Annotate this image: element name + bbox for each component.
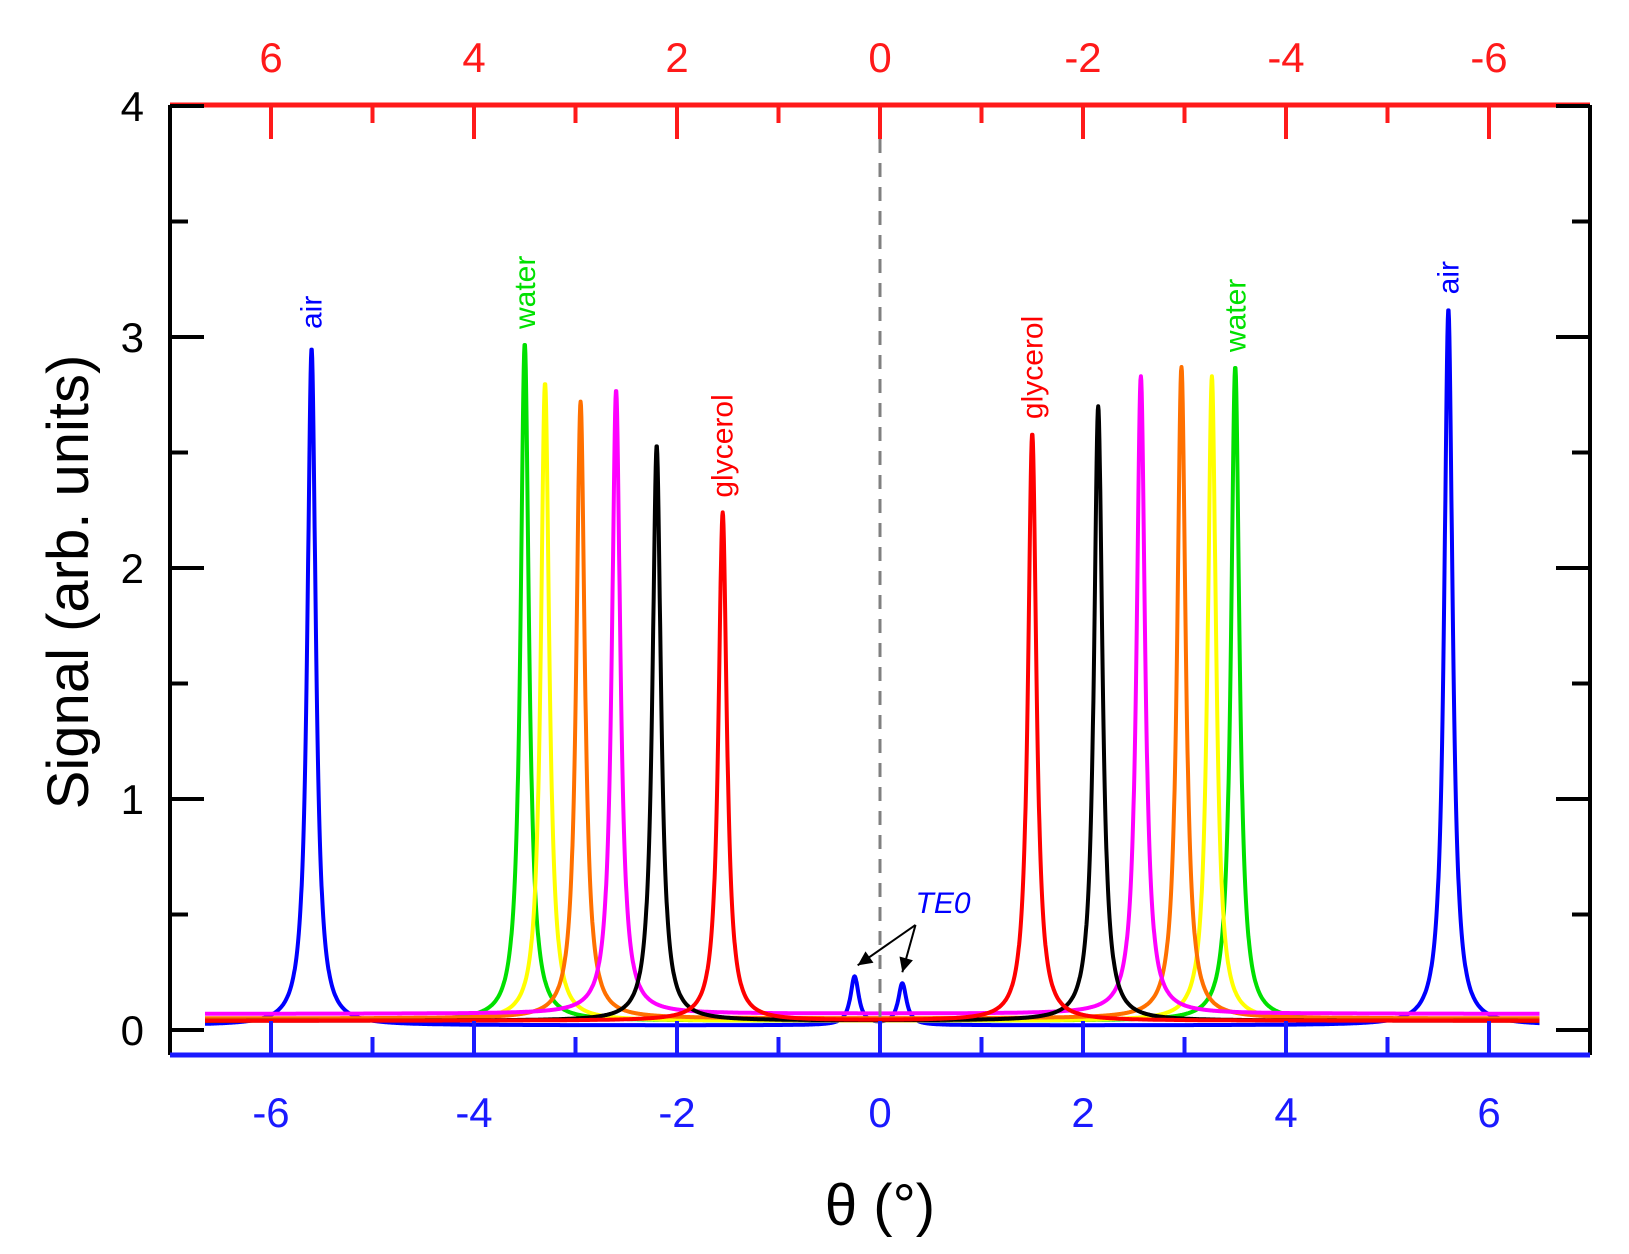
- top-tick-label: -2: [1064, 34, 1101, 81]
- tick-group: [170, 104, 1590, 1055]
- top-tick-label: 0: [868, 34, 891, 81]
- x-tick-label: 0: [868, 1089, 891, 1136]
- series-line-water: [203, 343, 1542, 1023]
- peak-label-glycerol: glycerol: [707, 394, 740, 497]
- series-line-black: [203, 404, 1542, 1023]
- x-tick-label: 6: [1477, 1089, 1500, 1136]
- te0-arrow-head: [899, 956, 913, 973]
- data-series-group: [203, 308, 1542, 1028]
- y-tick-label: 1: [121, 776, 144, 823]
- top-tick-label: 2: [665, 34, 688, 81]
- top-tick-label: 4: [462, 34, 485, 81]
- peak-label-water: water: [509, 256, 542, 330]
- series-line-orange: [203, 365, 1542, 1021]
- x-tick-label: -2: [658, 1089, 695, 1136]
- top-tick-label: -6: [1470, 34, 1507, 81]
- y-tick-label: 2: [121, 545, 144, 592]
- peak-label-glycerol: glycerol: [1016, 316, 1049, 419]
- y-axis-title: Signal (arb. units): [36, 355, 101, 810]
- y-tick-label: 0: [121, 1007, 144, 1054]
- x-tick-label: 2: [1071, 1089, 1094, 1136]
- peak-label-water: water: [1219, 279, 1252, 353]
- series-line-glycerol: [203, 432, 1542, 1023]
- x-tick-label: 4: [1274, 1089, 1297, 1136]
- y-tick-label: 3: [121, 314, 144, 361]
- y-tick-label: 4: [121, 83, 144, 130]
- te0-arrow-head: [857, 951, 874, 966]
- peak-label-air: air: [1432, 261, 1465, 294]
- x-tick-label: -4: [455, 1089, 492, 1136]
- series-line-air: [203, 308, 1542, 1028]
- series-line-yellow: [203, 374, 1542, 1023]
- x-axis-title: θ (°): [825, 1173, 935, 1238]
- series-line-magenta: [203, 374, 1542, 1016]
- te0-label: TE0: [916, 887, 971, 920]
- x-tick-label: -6: [252, 1089, 289, 1136]
- top-tick-label: -4: [1267, 34, 1304, 81]
- peak-label-air: air: [296, 296, 329, 329]
- tick-label-group: -6 -4 -2 0 2 4 6 6 4 2 0 -2 -4 -6 0 1 2 3 4: [121, 34, 1508, 1136]
- top-tick-label: 6: [259, 34, 282, 81]
- annotation-group: air water glycerol glycerol water air TE0: [296, 256, 1465, 973]
